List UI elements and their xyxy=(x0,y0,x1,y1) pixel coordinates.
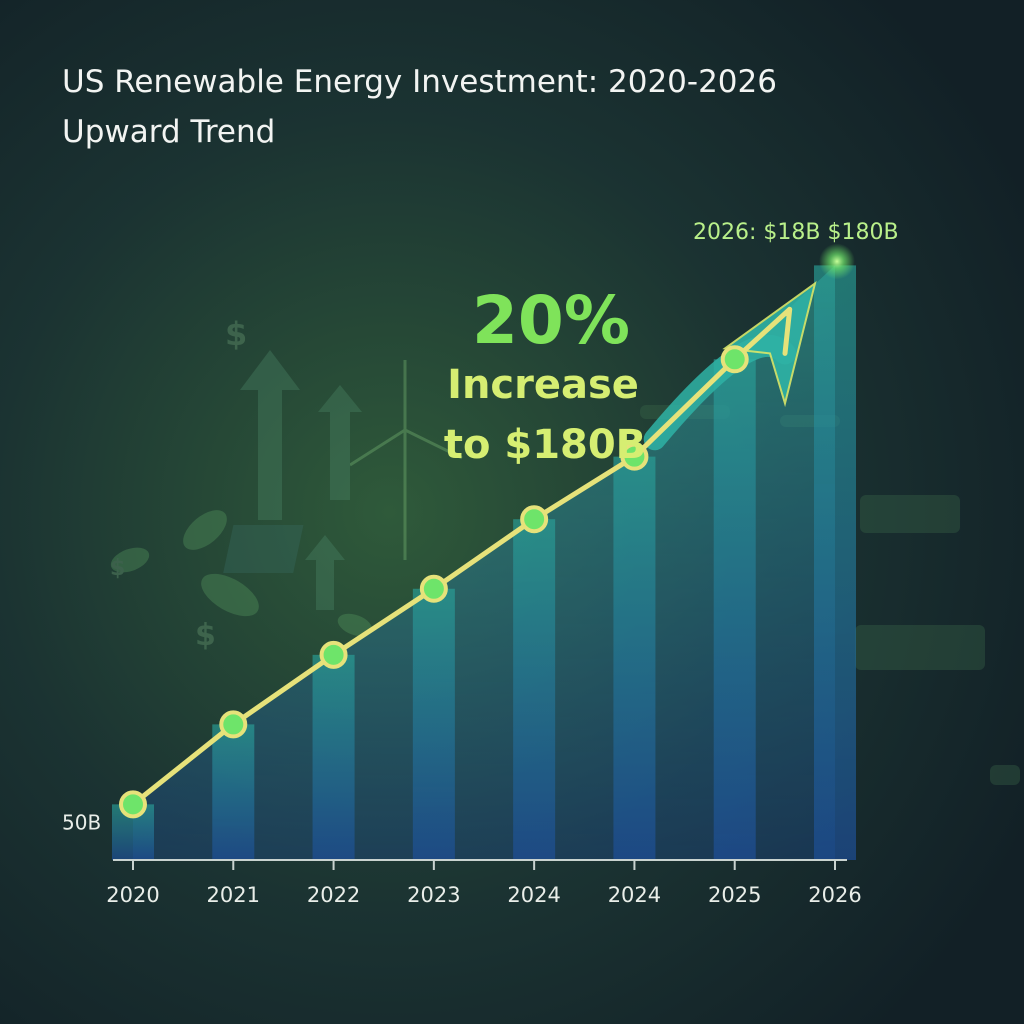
headline-percent: 20% xyxy=(472,282,630,359)
arrow-head-icon xyxy=(722,280,817,408)
x-tick-label: 2020 xyxy=(106,883,159,907)
wind-turbine-icon xyxy=(349,360,463,560)
x-tick-label: 2024 xyxy=(507,883,560,907)
data-point xyxy=(419,574,448,603)
end-value-label: 2026: $18B $180B xyxy=(693,220,899,245)
data-point xyxy=(319,640,348,669)
svg-text:$: $ xyxy=(225,315,247,353)
bar xyxy=(212,724,255,860)
x-axis-labels: 2020 2021 2022 2023 2024 2024 2025 2026 xyxy=(106,883,861,907)
point-markers xyxy=(119,345,749,819)
bar xyxy=(814,265,856,860)
bar-series xyxy=(112,265,856,860)
svg-text:$: $ xyxy=(195,618,216,653)
chart-title: US Renewable Energy Investment: 2020-202… xyxy=(62,64,777,100)
x-tick-label: 2023 xyxy=(407,883,460,907)
data-point xyxy=(520,505,549,534)
data-point xyxy=(219,710,248,739)
bar xyxy=(713,359,756,860)
data-point xyxy=(620,442,649,471)
background-decoration: $ $ $ xyxy=(110,315,1020,785)
y-tick-label: 50B xyxy=(62,810,101,834)
x-tick-label: 2026 xyxy=(808,883,861,907)
leaf-icon xyxy=(110,510,373,637)
bar xyxy=(513,519,556,860)
data-point xyxy=(119,790,147,819)
chart-subtitle: Upward Trend xyxy=(62,114,275,150)
callout-line-2: to $180B xyxy=(444,422,646,468)
svg-text:$: $ xyxy=(110,556,125,581)
solar-panel-icon xyxy=(223,525,304,573)
area-fill xyxy=(133,265,835,860)
up-arrow-icon xyxy=(240,350,362,610)
trend-area xyxy=(133,265,835,860)
dollar-sign-icon: $ $ $ xyxy=(110,315,247,653)
bar xyxy=(613,456,656,860)
x-tick-label: 2024 xyxy=(608,883,661,907)
arrow-tip-glow xyxy=(819,243,855,280)
callout-line-1: Increase xyxy=(447,362,639,408)
bar xyxy=(412,588,455,860)
x-tick-label: 2025 xyxy=(708,883,761,907)
x-axis-ticks xyxy=(132,860,836,870)
x-tick-label: 2021 xyxy=(207,883,260,907)
bar xyxy=(312,654,355,860)
data-point xyxy=(720,345,749,374)
x-tick-label: 2022 xyxy=(307,883,360,907)
